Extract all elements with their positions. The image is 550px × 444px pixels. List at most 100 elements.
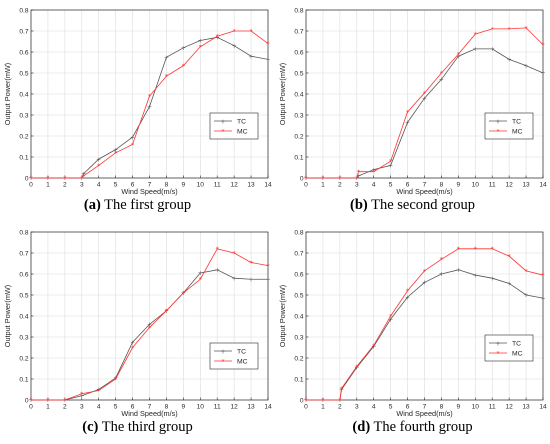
data-point-mc: * [249, 259, 253, 267]
legend-label-mc: MC [237, 358, 248, 365]
y-tick-label: 0.5 [294, 70, 303, 77]
y-tick-label: 0.3 [19, 334, 28, 341]
y-tick-label: 0.1 [19, 376, 28, 383]
series-line-tc [31, 269, 268, 401]
data-point-tc: + [303, 397, 308, 404]
data-point-tc: + [28, 175, 33, 182]
data-point-mc: * [423, 89, 427, 97]
x-tick-label: 1 [46, 404, 50, 411]
data-point-mc: * [82, 172, 86, 180]
x-tick-label: 9 [457, 182, 461, 189]
x-tick-label: 2 [63, 182, 67, 189]
data-point-mc: * [474, 245, 478, 253]
data-point-mc: * [63, 396, 67, 404]
data-point-mc: * [457, 51, 461, 59]
data-point-mc: * [266, 262, 270, 270]
data-point-mc: * [372, 168, 376, 176]
y-tick-label: 0.6 [19, 49, 28, 56]
data-point-tc: + [198, 38, 203, 45]
legend-marker-mc: * [221, 357, 225, 365]
y-tick-label: 0.8 [19, 229, 28, 236]
legend-label-mc: MC [237, 128, 248, 135]
x-tick-label: 6 [131, 404, 135, 411]
chart-panel-b: 0 1 2 3 4 5 6 7 8 9 10 11 12 13 14 0 0.1 0.2 0.3 0.4 0.5 0.6 0… [275, 0, 550, 222]
data-point-tc: + [181, 290, 186, 297]
data-point-tc: + [540, 70, 545, 77]
data-point-mc: * [233, 249, 237, 257]
x-tick-label: 2 [338, 404, 342, 411]
data-point-tc: + [507, 281, 512, 288]
y-tick-label: 0.8 [294, 7, 303, 14]
data-point-mc: * [389, 312, 393, 320]
data-point-mc: * [216, 33, 220, 41]
data-point-tc: + [388, 163, 393, 170]
x-tick-label: 3 [355, 404, 359, 411]
data-point-tc: + [490, 46, 495, 53]
legend-box [484, 334, 534, 362]
caption-text: The third group [98, 419, 193, 435]
y-tick-label: 0.8 [294, 229, 303, 236]
data-point-mc: * [304, 396, 308, 404]
y-tick-label: 0.7 [294, 250, 303, 257]
x-tick-label: 13 [247, 182, 255, 189]
data-point-mc: * [46, 396, 50, 404]
data-point-mc: * [131, 344, 135, 352]
y-tick-label: 0.3 [294, 334, 303, 341]
x-tick-label: 3 [80, 404, 84, 411]
y-tick-label: 0.4 [19, 91, 28, 98]
data-point-tc: + [198, 270, 203, 277]
x-tick-label: 11 [214, 182, 221, 189]
x-tick-label: 11 [489, 404, 496, 411]
caption-text: The fourth group [370, 419, 473, 435]
data-point-tc: + [473, 46, 478, 53]
data-point-tc: + [232, 275, 237, 282]
x-axis-label: Wind Speed(m/s) [396, 187, 452, 196]
caption-text: The second group [367, 197, 475, 213]
series-line-mc [306, 248, 544, 401]
caption-letter: (c) [82, 419, 99, 435]
caption-text: The first group [100, 197, 192, 213]
data-point-tc: + [28, 397, 33, 404]
data-point-tc: + [62, 397, 67, 404]
x-tick-label: 6 [406, 404, 410, 411]
x-tick-label: 0 [304, 404, 308, 411]
data-point-mc: * [357, 168, 361, 176]
x-tick-label: 11 [214, 404, 221, 411]
legend-marker-tc: + [220, 117, 225, 125]
data-point-tc: + [45, 397, 50, 404]
x-tick-label: 5 [114, 182, 118, 189]
x-tick-label: 4 [97, 404, 101, 411]
caption-letter: (d) [352, 419, 371, 435]
chart-a: 0 1 2 3 4 5 6 7 8 9 10 11 12 13 1400.10.20.30.40.50.60… [3, 7, 272, 196]
x-tick-label: 5 [114, 404, 118, 411]
y-tick-label: 0 [300, 175, 304, 182]
legend-label-tc: TC [237, 118, 246, 125]
caption-letter: (b) [350, 197, 368, 213]
y-tick-label: 0.4 [19, 313, 28, 320]
data-point-tc: + [249, 53, 254, 60]
data-point-mc: * [199, 276, 203, 284]
data-point-mc: * [406, 287, 410, 295]
data-point-tc: + [113, 147, 118, 154]
y-tick-label: 0.8 [19, 7, 28, 14]
data-point-tc: + [354, 175, 359, 182]
legend: + TC * MC [484, 112, 534, 140]
chart-c: 0 1 2 3 4 5 6 7 8 9 10 11 12 13 1400.10.20.30.40.50.60… [3, 229, 272, 418]
x-tick-label: 10 [472, 404, 480, 411]
legend-marker-tc: + [495, 117, 500, 125]
caption-letter: (a) [83, 197, 101, 213]
x-tick-label: 0 [29, 182, 33, 189]
data-point-mc: * [114, 149, 118, 157]
data-point-mc: * [148, 93, 152, 101]
caption-a: (a) The first group [0, 197, 275, 214]
x-tick-label: 14 [264, 182, 272, 189]
data-point-tc: + [439, 77, 444, 84]
data-point-mc: * [541, 41, 545, 49]
x-tick-label: 14 [539, 182, 547, 189]
chart-panel-d: 0 1 2 3 4 5 6 7 8 9 10 11 12 13 14 0 0.1 0.2 0.3 0.4 0.5 0.6 0… [275, 222, 550, 444]
x-tick-label: 8 [440, 404, 444, 411]
x-axis-label: Wind Speed(m/s) [396, 409, 452, 418]
data-point-mc: * [338, 396, 342, 404]
legend-box [209, 112, 259, 140]
x-tick-label: 10 [472, 182, 480, 189]
